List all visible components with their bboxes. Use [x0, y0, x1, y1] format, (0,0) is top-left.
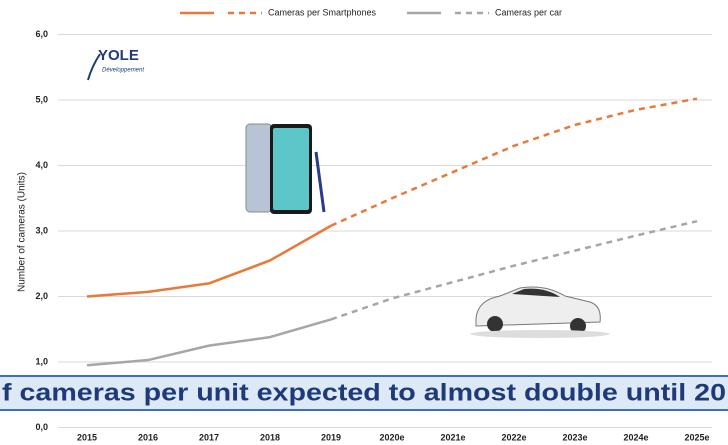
- x-tick-label: 2019: [321, 432, 341, 442]
- banner: f cameras per unit expected to almost do…: [0, 375, 728, 411]
- x-tick-label: 2021e: [440, 432, 465, 442]
- car-wheel: [487, 316, 503, 332]
- car-shadow: [470, 330, 610, 338]
- x-tick-label: 2016: [138, 432, 158, 442]
- car-image: [470, 286, 610, 338]
- legend: Cameras per Smartphones Cameras per car: [180, 7, 562, 17]
- y-axis-label: Number of cameras (Units): [17, 172, 28, 292]
- logo-name: YOLE: [98, 47, 139, 64]
- grid: 0,0 1,0 2,0 3,0 4,0 5,0 6,0 2015 2016 2017 2018 201…: [35, 29, 712, 442]
- x-tick-label: 2017: [199, 432, 219, 442]
- y-tick-label: 3,0: [35, 225, 48, 235]
- phone-pen: [314, 151, 326, 213]
- y-tick-label: 2,0: [35, 291, 48, 301]
- forecast-line: [330, 219, 698, 321]
- y-tick-label: 1,0: [35, 356, 48, 366]
- legend-label: Cameras per car: [495, 7, 562, 17]
- car-body: [475, 286, 601, 327]
- y-tick-label: 6,0: [35, 29, 48, 39]
- car-wheel: [570, 318, 586, 334]
- x-tick-label: 2025e: [684, 432, 709, 442]
- forecast-line: [330, 97, 698, 227]
- x-tick-label: 2022e: [501, 432, 526, 442]
- x-tick-label: 2023e: [562, 432, 587, 442]
- logo-subtitle: Développement: [102, 68, 144, 74]
- x-tick-label: 2020e: [379, 432, 404, 442]
- lines: [86, 97, 698, 367]
- x-tick-label: 2018: [260, 432, 280, 442]
- actual-line: [86, 224, 332, 298]
- legend-label: Cameras per Smartphones: [268, 7, 377, 17]
- banner-box: [0, 375, 728, 411]
- actual-line: [86, 318, 332, 367]
- phone-back: [245, 123, 273, 213]
- banner-text: f cameras per unit expected to almost do…: [2, 379, 726, 406]
- y-tick-label: 0,0: [35, 422, 48, 432]
- x-tick-label: 2024e: [623, 432, 648, 442]
- y-tick-label: 4,0: [35, 160, 48, 170]
- phone-image: [245, 123, 326, 214]
- logo-mark: [87, 53, 101, 81]
- phone-screen: [273, 128, 309, 210]
- y-tick-label: 5,0: [35, 94, 48, 104]
- x-tick-label: 2015: [77, 432, 97, 442]
- car-window: [512, 288, 560, 297]
- logo: YOLE Développement: [87, 47, 144, 81]
